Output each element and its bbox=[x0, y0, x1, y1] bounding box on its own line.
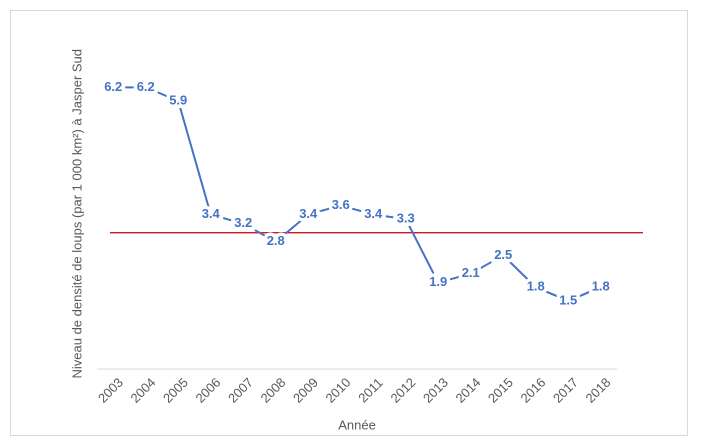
data-line bbox=[113, 86, 602, 302]
data-label: 3.6 bbox=[332, 197, 350, 212]
data-label: 1.5 bbox=[559, 292, 577, 307]
data-label: 6.2 bbox=[137, 79, 155, 94]
y-axis-title: Niveau de densité de loups (par 1 000 km… bbox=[69, 48, 85, 379]
data-label: 3.2 bbox=[234, 215, 252, 230]
data-label: 5.9 bbox=[169, 92, 187, 107]
data-label: 2.5 bbox=[494, 247, 512, 262]
data-label: 3.4 bbox=[299, 206, 318, 221]
data-label: 1.8 bbox=[527, 279, 545, 294]
data-label: 1.8 bbox=[592, 279, 610, 294]
data-label: 3.3 bbox=[397, 211, 415, 226]
data-label: 2.8 bbox=[267, 233, 285, 248]
data-label: 1.9 bbox=[429, 274, 447, 289]
chart-frame bbox=[10, 10, 688, 436]
data-label: 6.2 bbox=[104, 79, 122, 94]
data-label: 3.4 bbox=[364, 206, 383, 221]
x-axis-title: Année bbox=[338, 417, 376, 432]
data-label: 2.1 bbox=[462, 265, 480, 280]
data-label: 3.4 bbox=[202, 206, 221, 221]
